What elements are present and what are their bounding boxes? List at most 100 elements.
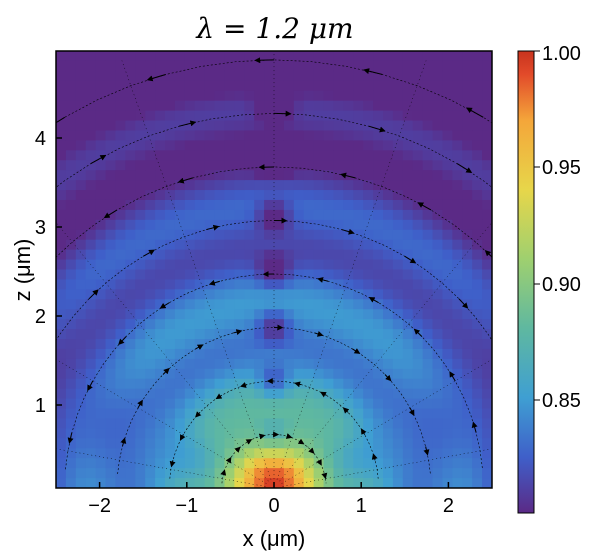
heatmap-cell <box>184 150 196 161</box>
heatmap-cell <box>402 249 414 261</box>
heatmap-cell <box>145 259 156 271</box>
heatmap-cell <box>135 269 146 281</box>
heatmap-cell <box>214 378 226 390</box>
heatmap-cell <box>303 51 315 62</box>
heatmap-cell <box>234 170 245 181</box>
heatmap-cell <box>293 170 305 181</box>
heatmap-cell <box>283 199 295 211</box>
heatmap-cell <box>65 80 77 92</box>
heatmap-cell <box>254 170 265 181</box>
heatmap-cell <box>472 448 483 459</box>
heatmap-cell <box>472 398 483 410</box>
heatmap-cell <box>135 408 146 420</box>
streamline-arrow <box>368 125 386 133</box>
heatmap-cell <box>422 199 434 211</box>
heatmap-cell <box>373 60 384 72</box>
heatmap-cell <box>56 408 67 420</box>
heatmap-cell <box>462 388 473 400</box>
heatmap-cell <box>452 249 463 261</box>
heatmap-cell <box>214 388 226 400</box>
heatmap-cell <box>145 249 156 261</box>
heatmap-cell <box>313 378 325 390</box>
heatmap-cell <box>274 150 285 161</box>
heatmap-cell <box>402 269 414 281</box>
heatmap-cell <box>462 70 473 82</box>
streamline-arrow <box>314 330 324 337</box>
heatmap-cell <box>283 468 295 479</box>
heatmap-cell <box>383 239 394 251</box>
heatmap-cell <box>412 51 424 62</box>
heatmap-cell <box>283 348 295 360</box>
heatmap-cell <box>442 160 453 171</box>
heatmap-cell <box>422 398 434 410</box>
heatmap-cell <box>125 60 136 72</box>
heatmap-cell <box>452 448 463 459</box>
heatmap-cell <box>274 51 285 62</box>
heatmap-cell <box>303 368 315 380</box>
heatmap-cell <box>75 329 87 340</box>
heatmap-cell <box>75 229 87 241</box>
heatmap-cell <box>293 100 305 112</box>
heatmap-cell <box>482 289 492 300</box>
heatmap-cell <box>283 170 295 181</box>
heatmap-cell <box>135 329 146 340</box>
heatmap-cell <box>363 348 374 360</box>
heatmap-cell <box>313 358 325 370</box>
heatmap-cell <box>125 219 136 231</box>
heatmap-cell <box>482 348 492 360</box>
heatmap-cell <box>392 428 404 439</box>
heatmap-cell <box>412 180 424 191</box>
heatmap-cell <box>85 339 97 350</box>
heatmap-cell <box>343 438 354 449</box>
heatmap-cell <box>283 358 295 370</box>
heatmap-cell <box>165 70 176 82</box>
heatmap-cell <box>125 348 136 360</box>
y-tick-2: 2 <box>35 306 62 328</box>
heatmap-cell <box>95 428 107 439</box>
heatmap-cell <box>184 80 196 92</box>
heatmap-cell <box>254 110 265 122</box>
heatmap-cell <box>145 358 156 370</box>
heatmap-cell <box>472 190 483 201</box>
heatmap-cell <box>56 170 67 181</box>
heatmap-cell <box>274 378 285 390</box>
heatmap-cell <box>452 358 463 370</box>
heatmap-cell <box>313 170 325 181</box>
heatmap-cell <box>472 219 483 231</box>
heatmap-cell <box>323 378 335 390</box>
heatmap-cell <box>283 120 295 132</box>
heatmap-cell <box>333 100 344 112</box>
heatmap-cell <box>155 428 166 439</box>
heatmap-cell <box>244 249 255 261</box>
heatmap-cell <box>343 468 354 479</box>
heatmap-cell <box>184 468 196 479</box>
heatmap-cell <box>373 418 384 430</box>
heatmap-cell <box>95 51 107 62</box>
heatmap-cell <box>274 398 285 410</box>
heatmap-cell <box>333 279 344 290</box>
heatmap-cell <box>125 339 136 350</box>
heatmap-cell <box>353 309 364 320</box>
heatmap-cell <box>313 190 325 201</box>
streamline-arrow <box>195 411 202 418</box>
heatmap-cell <box>274 180 285 191</box>
heatmap-cell <box>115 120 126 132</box>
streamline-arrow <box>240 382 248 388</box>
heatmap-cell <box>293 339 305 350</box>
heatmap-cell <box>254 259 265 271</box>
heatmap-cell <box>333 209 344 221</box>
heatmap-cell <box>412 289 424 300</box>
heatmap-cell <box>115 309 126 320</box>
heatmap-cell <box>323 51 335 62</box>
heatmap-cell <box>462 80 473 92</box>
heatmap-cell <box>452 329 463 340</box>
heatmap-cell <box>402 329 414 340</box>
heatmap-cell <box>353 368 364 380</box>
heatmap-cell <box>392 90 404 102</box>
streamline-arrow <box>67 432 74 444</box>
heatmap-cell <box>422 299 434 310</box>
heatmap-cell <box>65 51 77 62</box>
heatmap-cell <box>56 358 67 370</box>
heatmap-cell <box>125 398 136 410</box>
heatmap-cell <box>145 269 156 281</box>
